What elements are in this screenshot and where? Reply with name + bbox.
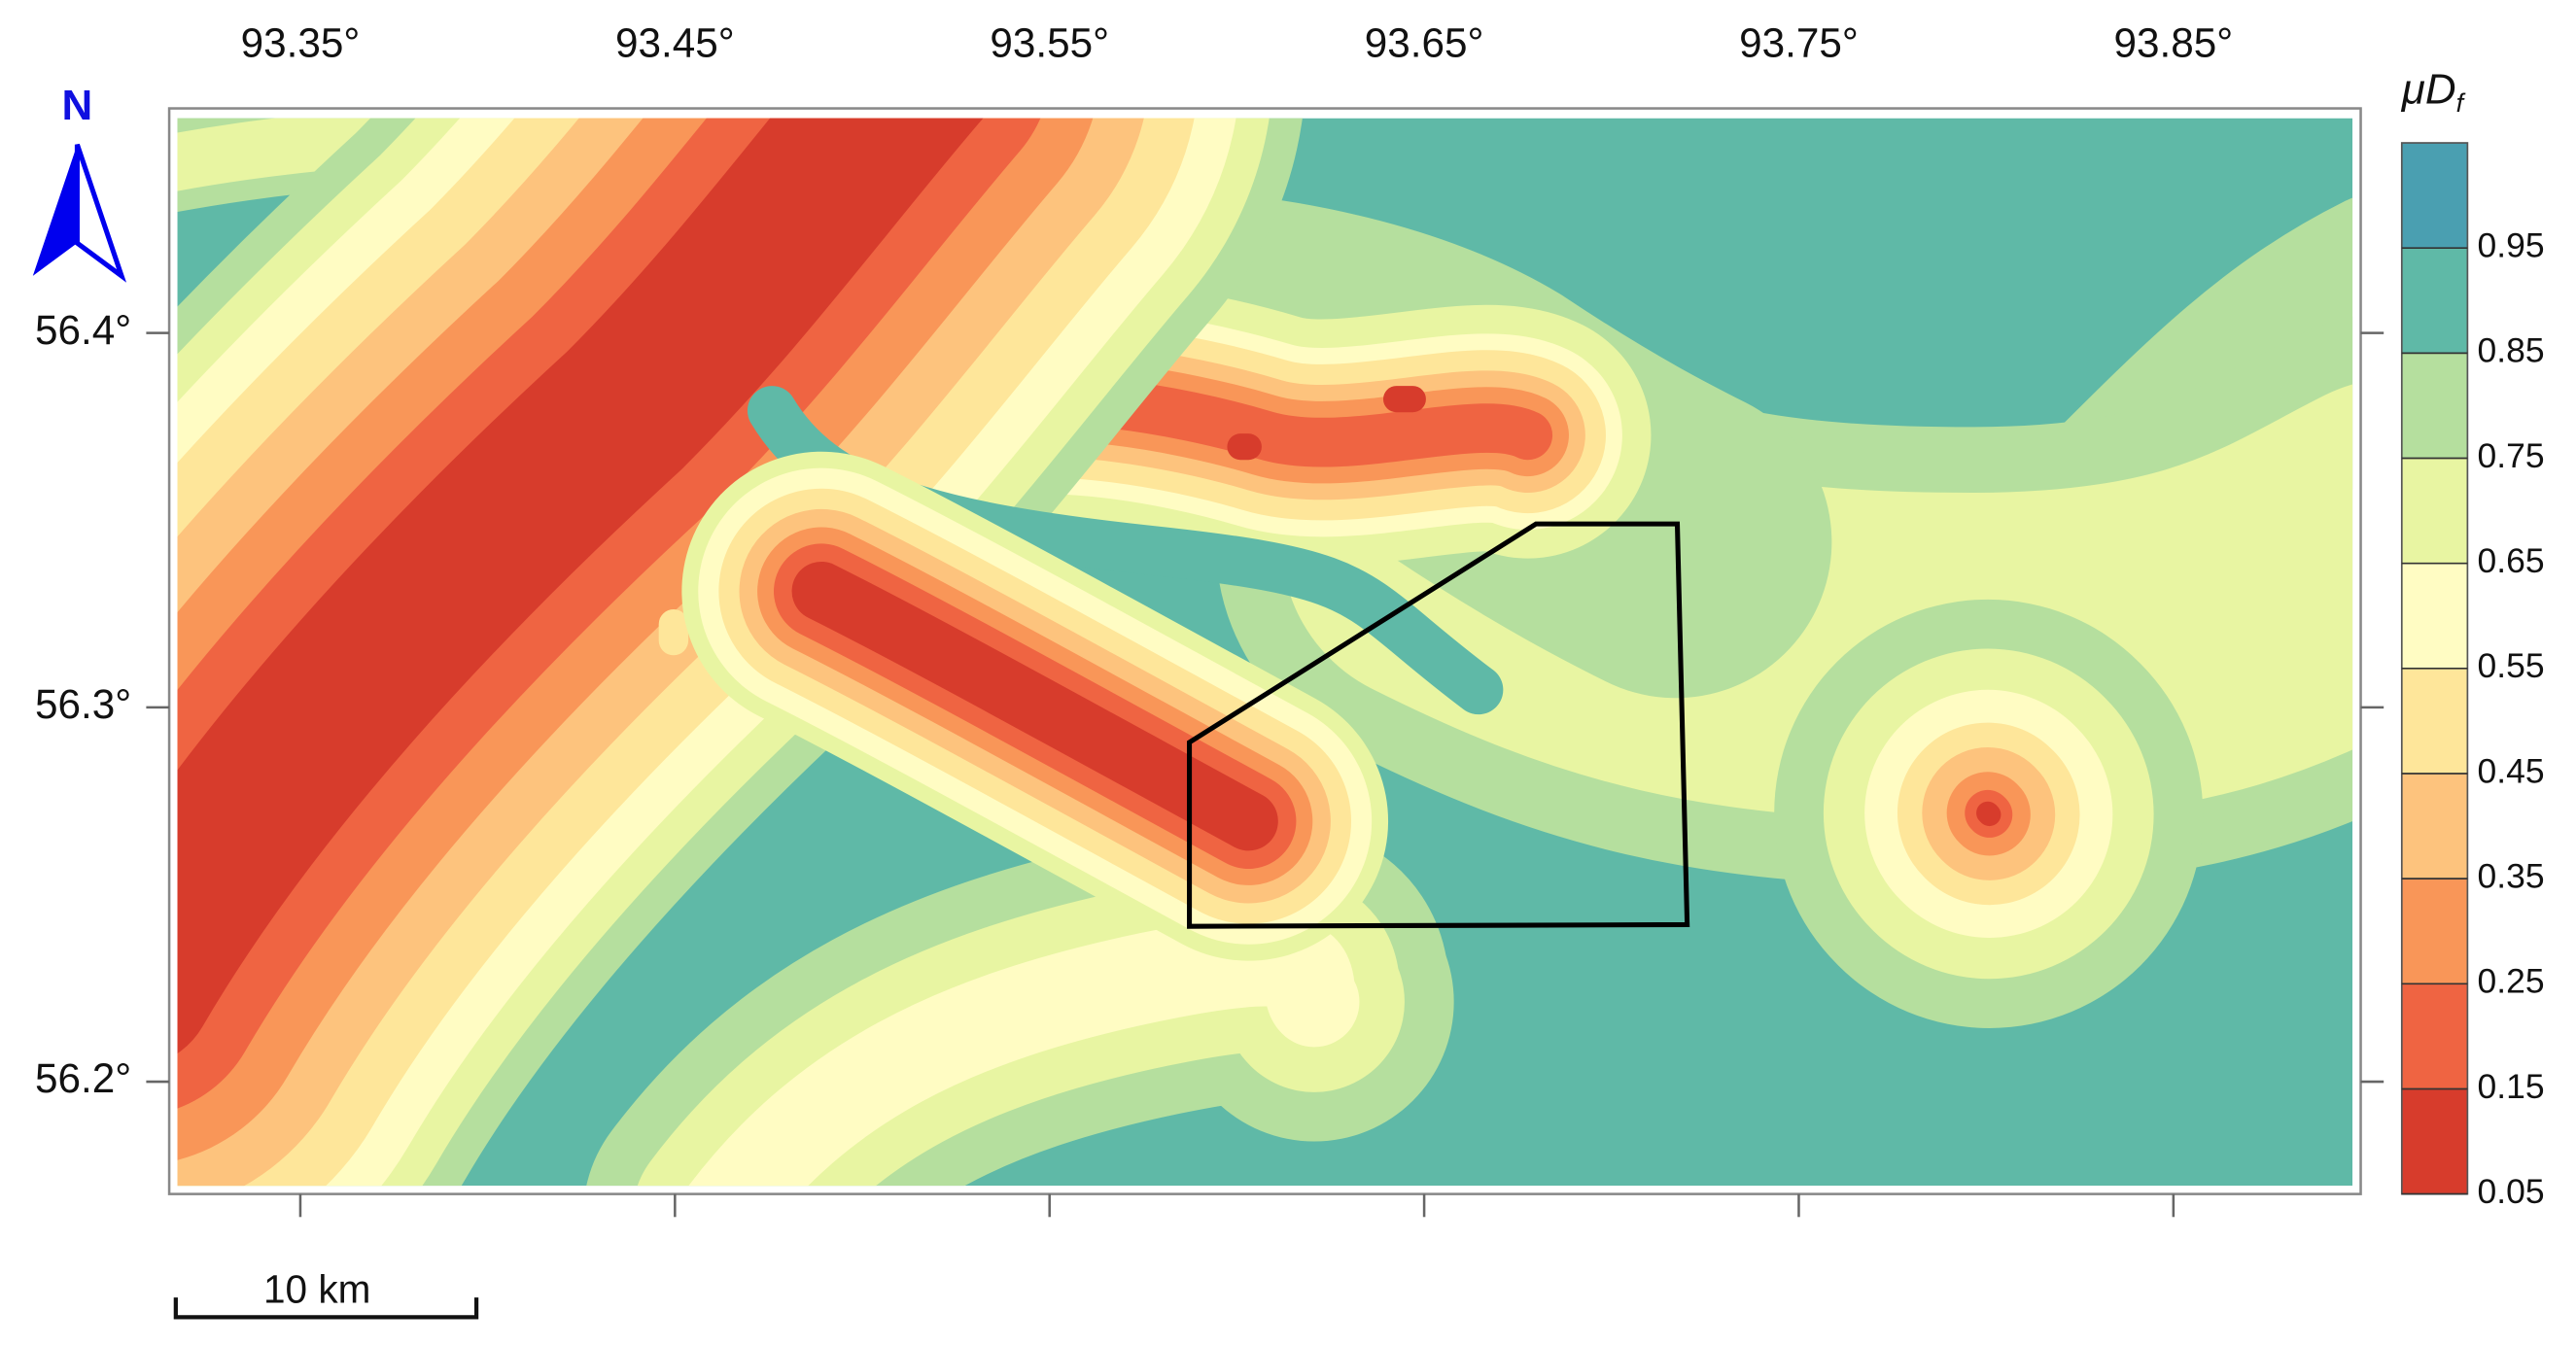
colorbar-tick-label: 0.05 <box>2478 1172 2545 1211</box>
x-tick-label: 93.45° <box>615 19 735 65</box>
colorbar-swatch <box>2401 248 2468 354</box>
colorbar-title: μDf <box>2401 65 2466 118</box>
colorbar-tick-label: 0.95 <box>2478 226 2545 265</box>
colorbar-tick-label: 0.15 <box>2478 1067 2545 1106</box>
study-area <box>1187 521 1690 929</box>
north-label: N <box>62 82 93 129</box>
colorbar-tick-label: 0.45 <box>2478 751 2545 790</box>
scale-bar-label: 10 km <box>263 1267 370 1312</box>
north-arrow <box>74 143 127 283</box>
scale-bar <box>173 1297 479 1320</box>
colorbar-swatch <box>2401 458 2468 564</box>
colorbar-swatch <box>2401 879 2468 984</box>
y-tick-label: 56.4° <box>35 307 131 353</box>
x-tick-label: 93.55° <box>990 19 1109 65</box>
y-tick-label: 56.3° <box>35 681 131 727</box>
colorbar-swatch <box>2401 773 2468 879</box>
colorbar-swatch <box>2401 668 2468 774</box>
contour-band <box>177 118 983 1053</box>
contour-band <box>1976 801 2002 827</box>
colorbar-tick-label: 0.25 <box>2478 962 2545 1001</box>
map-frame <box>167 107 2362 1195</box>
contour-band <box>688 915 1360 1187</box>
colorbar-tick-label: 0.35 <box>2478 857 2545 896</box>
colorbar-swatch <box>2401 353 2468 459</box>
contour-band <box>791 561 1278 851</box>
x-tick-label: 93.75° <box>1739 19 1859 65</box>
colorbar-title-main: μD <box>2401 65 2456 113</box>
colorbar-swatch <box>2401 983 2468 1089</box>
x-tick-label: 93.35° <box>241 19 361 65</box>
colorbar-title-sub: f <box>2456 88 2466 118</box>
colorbar-tick-label: 0.55 <box>2478 646 2545 685</box>
colorbar-tick-label: 0.65 <box>2478 541 2545 580</box>
contour-field <box>177 118 2353 1187</box>
colorbar-swatch <box>2401 143 2468 249</box>
map-body: N 10 km μDf 93.35° 93.45° 93.55° 93.65° 93.7… <box>32 19 2545 1320</box>
x-tick-label: 93.65° <box>1365 19 1484 65</box>
y-tick-label: 56.2° <box>35 1055 131 1101</box>
colorbar-swatch <box>2401 1088 2468 1194</box>
colorbar-tick-label: 0.75 <box>2478 436 2545 475</box>
north-arrow <box>32 144 78 276</box>
x-tick-label: 93.85° <box>2114 19 2234 65</box>
colorbar-swatch <box>2401 563 2468 669</box>
colorbar-tick-label: 0.85 <box>2478 331 2545 370</box>
